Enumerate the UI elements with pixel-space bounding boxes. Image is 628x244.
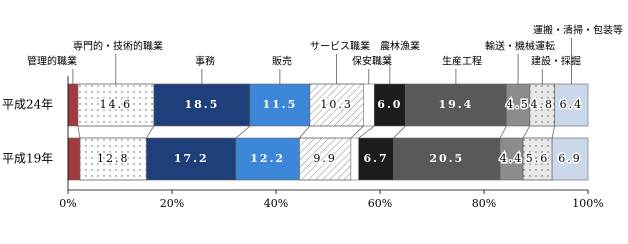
bar-segment: [363, 83, 375, 127]
bar-segment: [235, 137, 300, 181]
value-label: 20.5: [429, 152, 464, 165]
value-label: 19.4: [439, 98, 474, 111]
bar-segment: [350, 137, 359, 181]
value-label: 14.6: [100, 98, 133, 111]
bar-segment: [67, 137, 81, 181]
category-label: サービス職業: [310, 40, 370, 53]
bar-segment: [67, 83, 79, 127]
value-label: 4.8: [530, 98, 554, 111]
bar-pattern: [79, 137, 147, 181]
row-label: 平成19年: [2, 152, 53, 166]
value-label: 18.5: [185, 98, 220, 111]
x-tick-label: 20%: [160, 197, 184, 210]
bar-pattern: [299, 137, 352, 181]
connector: [146, 125, 155, 139]
value-label: 17.2: [174, 152, 209, 165]
category-label: 管理的職業: [27, 55, 77, 68]
value-label: 11.5: [263, 98, 298, 111]
x-tick-label: 0%: [59, 197, 76, 210]
value-label: 5.6: [526, 152, 550, 165]
x-tick-label: 60%: [368, 197, 392, 210]
x-tick-label: 100%: [572, 197, 603, 210]
category-label: 専門的・技術的職業: [73, 40, 163, 53]
value-label: 12.2: [250, 152, 285, 165]
connector: [551, 125, 556, 139]
category-label: 農林漁業: [380, 40, 420, 53]
value-label: 9.9: [313, 152, 337, 165]
category-label: 事務: [195, 55, 215, 68]
category-label: 建設・採掘: [531, 55, 581, 68]
connector: [499, 125, 507, 139]
value-label: 6.9: [558, 152, 582, 165]
category-label: 輸送・機械運転: [485, 40, 555, 53]
category-label: 販売: [272, 55, 292, 68]
bar-pattern: [309, 83, 364, 127]
connector: [77, 125, 81, 139]
bar-segment: [358, 137, 394, 181]
x-tick-label: 40%: [264, 197, 288, 210]
bar-segment: [373, 83, 406, 127]
connector: [522, 125, 531, 139]
connector: [393, 125, 406, 139]
connector: [350, 125, 364, 139]
bar-segment: [554, 83, 589, 127]
value-label: 4.5: [506, 98, 530, 111]
bar-segment: [551, 137, 589, 181]
bar-segment: [146, 137, 237, 181]
category-label: 運搬・清掃・包装等: [533, 24, 623, 37]
connector: [358, 125, 375, 139]
bar-pattern: [77, 83, 155, 127]
x-tick-label: 80%: [472, 197, 496, 210]
bar-segment: [393, 137, 501, 181]
connector: [235, 125, 251, 139]
connector: [299, 125, 311, 139]
bar-segment: [249, 83, 311, 127]
category-label: 生産工程: [442, 55, 482, 68]
value-label: 6.0: [377, 98, 402, 111]
value-label: 6.4: [560, 98, 584, 111]
value-label: 6.7: [364, 152, 389, 165]
value-label: 12.8: [97, 152, 130, 165]
value-label: 4.4: [500, 152, 524, 165]
row-label: 平成24年: [2, 98, 53, 112]
bar-segment: [405, 83, 507, 127]
bar-pattern: [522, 137, 553, 181]
value-label: 10.3: [320, 98, 353, 111]
category-label: 保安職業: [352, 55, 392, 68]
